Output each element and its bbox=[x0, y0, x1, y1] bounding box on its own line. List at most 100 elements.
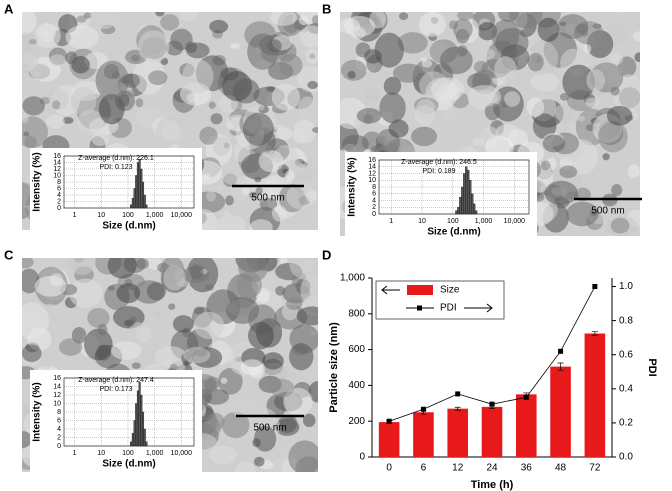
tem-particle bbox=[440, 46, 473, 75]
tem-particle bbox=[537, 17, 560, 42]
tem-particle bbox=[270, 12, 297, 26]
histogram-bar bbox=[138, 159, 141, 209]
histogram-bar bbox=[463, 173, 466, 215]
tem-particle bbox=[223, 211, 231, 216]
x-axis-label: Size (d.nm) bbox=[427, 227, 480, 238]
tem-particle bbox=[210, 113, 223, 125]
tem-particle bbox=[65, 25, 99, 50]
tem-particle bbox=[289, 324, 318, 354]
tem-particle bbox=[307, 81, 318, 90]
y-tick-label: 4 bbox=[57, 426, 61, 433]
tem-particle bbox=[542, 134, 566, 153]
tem-particle bbox=[288, 440, 318, 472]
tem-particle bbox=[83, 12, 92, 19]
tem-particle bbox=[566, 201, 599, 227]
tem-particle bbox=[62, 117, 74, 124]
panel-letter: B bbox=[322, 1, 331, 16]
histogram-bar bbox=[142, 411, 145, 447]
histogram-bar bbox=[143, 428, 146, 447]
tem-particle bbox=[484, 102, 501, 121]
scale-bar-label: 500 nm bbox=[251, 193, 284, 204]
tem-particle bbox=[340, 59, 367, 81]
tem-particle bbox=[216, 215, 246, 230]
tem-particle bbox=[302, 413, 316, 428]
tem-particle bbox=[254, 425, 277, 452]
tem-particle bbox=[411, 126, 438, 147]
x-tick-label: 36 bbox=[521, 463, 533, 474]
histogram-bar bbox=[140, 168, 143, 209]
tem-particle bbox=[193, 311, 225, 340]
bar bbox=[481, 406, 503, 457]
tem-particle bbox=[262, 352, 284, 370]
tem-particle bbox=[186, 42, 210, 59]
tem-particle bbox=[234, 461, 256, 472]
x-tick-label: 10,000 bbox=[171, 450, 193, 457]
legend-arrow bbox=[464, 303, 493, 313]
tem-particle bbox=[271, 83, 301, 111]
y-axis-label: Intensity (%) bbox=[347, 157, 358, 216]
x-tick-label: 6 bbox=[421, 463, 427, 474]
x-tick-label: 72 bbox=[589, 463, 601, 474]
tem-particle bbox=[199, 126, 218, 145]
tem-particle bbox=[241, 187, 250, 196]
histogram-bar bbox=[130, 204, 133, 209]
tem-particle bbox=[70, 87, 97, 116]
tem-particle bbox=[355, 42, 371, 58]
tem-particle bbox=[296, 306, 318, 326]
tem-particle bbox=[458, 113, 465, 119]
histogram-bar bbox=[133, 420, 136, 447]
tem-particle bbox=[526, 97, 545, 117]
x-axis-label: Size (d.nm) bbox=[102, 221, 155, 232]
y-tick-label: 14 bbox=[53, 159, 61, 166]
y-tick-label: 0 bbox=[372, 211, 376, 218]
y-tick-label: 2 bbox=[372, 204, 376, 211]
tem-particle bbox=[284, 170, 295, 182]
tem-particle bbox=[540, 160, 551, 171]
tem-particle bbox=[248, 191, 258, 199]
tem-particle bbox=[383, 76, 402, 96]
tem-particle bbox=[609, 52, 623, 66]
x-tick-label: 48 bbox=[555, 463, 567, 474]
tem-particle bbox=[236, 271, 262, 299]
tem-particle bbox=[430, 77, 465, 101]
plot-frame bbox=[63, 155, 195, 209]
tem-particle bbox=[610, 217, 630, 234]
tem-particle bbox=[279, 54, 303, 77]
tem-particle bbox=[494, 56, 517, 82]
x-tick-label: 1,000 bbox=[146, 450, 164, 457]
tem-particle bbox=[306, 48, 318, 64]
tem-particle bbox=[65, 51, 78, 65]
tem-particle bbox=[168, 303, 176, 310]
panel-letter: A bbox=[4, 1, 14, 16]
tem-particle bbox=[504, 91, 521, 107]
x-tick-label: 10,000 bbox=[171, 212, 193, 219]
tem-particle bbox=[189, 264, 204, 280]
annotation: Z-average (d.nm): 246.5 bbox=[401, 159, 477, 166]
tem-particle bbox=[289, 258, 318, 281]
panel-letter: D bbox=[322, 247, 331, 262]
tem-particle bbox=[472, 90, 498, 107]
tem-particle bbox=[97, 324, 108, 336]
tem-particle bbox=[22, 12, 37, 35]
tem-particle bbox=[548, 117, 558, 123]
tem-particle bbox=[160, 14, 180, 31]
tem-particle bbox=[209, 19, 229, 34]
tem-particle bbox=[49, 54, 66, 67]
histogram-bar bbox=[461, 186, 464, 215]
tem-particle bbox=[606, 105, 633, 126]
tem-particle bbox=[225, 195, 234, 206]
line-marker bbox=[455, 391, 461, 397]
y2-tick-label: 0.8 bbox=[619, 315, 633, 326]
y-tick-label: 6 bbox=[372, 191, 376, 198]
annotation: PDI: 0.123 bbox=[99, 164, 132, 171]
tem-particle bbox=[126, 12, 153, 26]
histogram-bar bbox=[135, 403, 138, 447]
x-tick-label: 10 bbox=[97, 450, 105, 457]
tem-particle bbox=[263, 144, 272, 152]
x-tick-label: 12 bbox=[452, 463, 464, 474]
tem-particle bbox=[617, 56, 637, 78]
tem-particle bbox=[182, 59, 214, 94]
